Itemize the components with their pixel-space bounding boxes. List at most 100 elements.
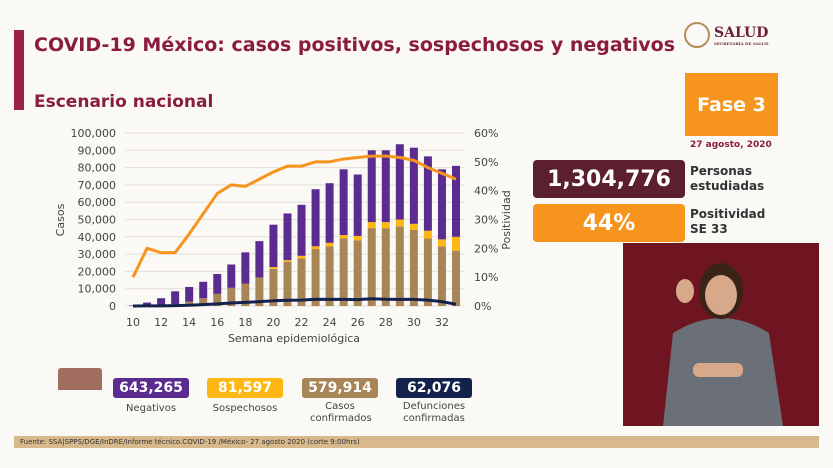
bar-negativos [283,213,292,261]
bar-casos-confirmados [255,277,264,306]
x-tick-label: 12 [154,316,168,329]
y2-tick-label: 30% [474,214,498,227]
y-tick-label: 0 [109,300,116,313]
bar-negativos [311,189,320,247]
y-tick-label: 10,000 [78,283,117,296]
legend-negativos-value: 643,265 [113,378,189,398]
logo-text: SALUD [714,24,769,41]
y-tick-label: 30,000 [78,248,117,261]
y2-tick-label: 20% [474,242,498,255]
bar-sospechosos [409,223,418,230]
bar-negativos [423,156,432,231]
bar-sospechosos [452,236,460,251]
kpi-personas-value: 1,304,776 [533,160,685,198]
bar-negativos [367,150,376,223]
y2-tick-label: 0% [474,300,491,313]
y-tick-label: 80,000 [78,162,117,175]
line-defunciones-confirmadas [132,297,457,308]
kpi-label-line: Personas [690,164,753,178]
salud-logo: SALUD SECRETARÍA DE SALUD [684,22,769,48]
legend-defunciones-label: Defunciones confirmadas [402,401,466,424]
page-title: COVID-19 México: casos positivos, sospec… [34,34,675,56]
bar-sospechosos [381,222,390,229]
legend-sospechosos-label: Sospechosos [212,403,278,414]
legend-confirmados-label: Casos confirmados [310,401,372,424]
bar-casos-confirmados [297,258,306,306]
bar-casos-confirmados [213,293,222,306]
x-tick-label: 16 [210,316,224,329]
bar-negativos [171,291,180,305]
bar-casos-confirmados [381,228,390,306]
legend-sospechosos-value: 81,597 [207,378,283,398]
bar-negativos [213,273,222,294]
bar-casos-confirmados [339,238,348,306]
bar-casos-confirmados [437,246,446,306]
y2-tick-label: 40% [474,185,498,198]
bar-negativos [353,174,362,236]
bar-sospechosos [423,230,432,239]
bar-negativos [199,281,208,299]
bar-negativos [437,169,446,240]
bar-negativos [269,224,278,268]
bar-negativos [143,302,152,306]
bar-casos-confirmados [241,283,250,306]
bar-casos-confirmados [353,240,362,306]
x-tick-label: 26 [351,316,365,329]
y-tick-label: 20,000 [78,265,117,278]
y-tick-label: 40,000 [78,231,117,244]
bar-negativos [297,204,306,256]
y-tick-label: 100,000 [71,127,117,140]
legend-defunciones-value: 62,076 [396,378,472,398]
fase-badge: Fase 3 [685,73,778,136]
bar-sospechosos [283,260,292,262]
bar-sospechosos [367,222,376,229]
bar-sospechosos [325,242,334,247]
bar-casos-confirmados [199,298,208,306]
x-tick-label: 10 [126,316,140,329]
x-axis-label: Semana epidemiológica [228,332,360,345]
bar-casos-confirmados [423,238,432,306]
x-tick-label: 18 [238,316,252,329]
kpi-label-line: SE 33 [690,222,728,236]
sign-language-video [623,243,819,426]
bar-negativos [227,264,236,288]
bar-casos-confirmados [311,248,320,306]
x-tick-label: 14 [182,316,196,329]
legend-confirmados-value: 579,914 [302,378,378,398]
bar-casos-confirmados [409,229,418,306]
bar-sospechosos [297,255,306,259]
x-tick-label: 32 [435,316,449,329]
y-tick-label: 60,000 [78,196,117,209]
bar-sospechosos [437,239,446,247]
bar-casos-confirmados [452,250,460,306]
seal-icon [684,22,710,48]
bar-negativos [339,169,348,236]
bar-sospechosos [269,267,278,269]
y2-tick-label: 60% [474,127,498,140]
y2-axis-label: Positividad [500,190,513,249]
bar-negativos [185,286,194,302]
bar-negativos [452,165,460,237]
mural-logo [58,368,102,390]
bar-sospechosos [353,235,362,241]
kpi-label-line: estudiadas [690,179,765,193]
y-tick-label: 90,000 [78,144,117,157]
page-subtitle: Escenario nacional [34,92,214,112]
y-tick-label: 50,000 [78,214,117,227]
bar-negativos [157,298,166,305]
bar-negativos [409,147,418,224]
bar-casos-confirmados [269,268,278,306]
kpi-label-line: Positividad [690,207,766,221]
line-positividad [131,154,457,278]
bar-casos-confirmados [395,226,404,306]
x-tick-label: 22 [295,316,309,329]
source-footer: Fuente: SSA|SPPS/DGE/InDRE/Informe técni… [14,436,819,448]
accent-bar [14,30,24,110]
y-tick-label: 70,000 [78,179,117,192]
bar-casos-confirmados [227,287,236,306]
x-tick-label: 24 [323,316,337,329]
x-tick-label: 20 [266,316,280,329]
y2-tick-label: 50% [474,156,498,169]
bar-casos-confirmados [283,261,292,306]
y-axis-label: Casos [54,203,67,236]
